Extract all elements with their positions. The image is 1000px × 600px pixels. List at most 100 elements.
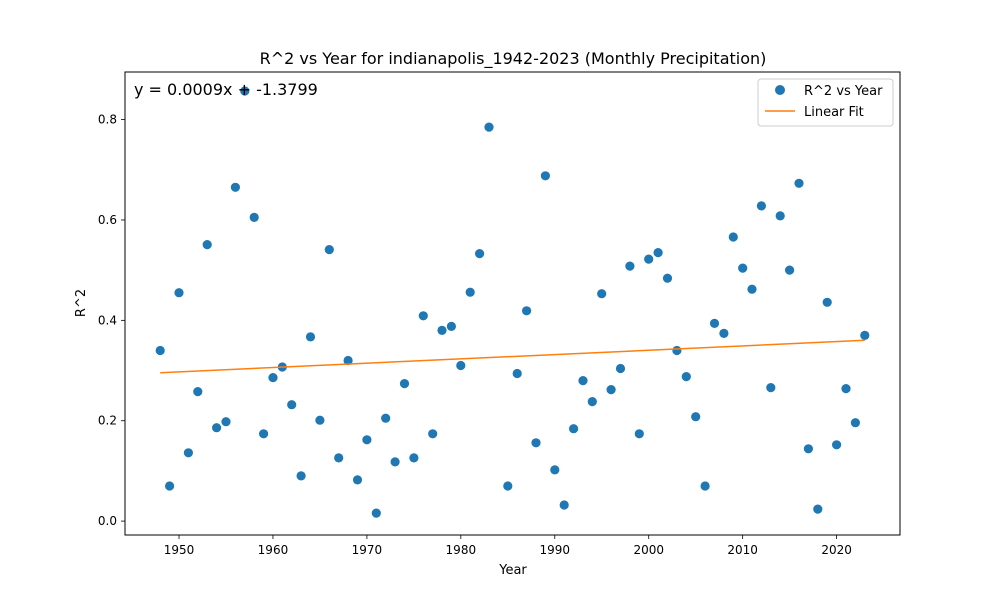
scatter-point: [606, 385, 616, 395]
scatter-point: [662, 273, 673, 283]
x-tick-label: 1980: [446, 543, 477, 557]
legend-box: [757, 78, 894, 127]
x-tick-label: 1990: [539, 543, 570, 557]
scatter-point: [371, 508, 381, 518]
y-axis-ticks: 0.0 0.2 0.4 0.6 0.8: [98, 113, 125, 528]
scatter-point: [672, 345, 682, 356]
scatter-point: [550, 465, 560, 475]
y-tick-label: 0.8: [98, 113, 117, 127]
y-tick-label: 0.2: [98, 414, 117, 428]
scatter-point: [409, 453, 419, 463]
scatter-point: [728, 232, 738, 242]
legend: R^2 vs Year Linear Fit: [757, 78, 894, 127]
scatter-point: [456, 360, 466, 371]
scatter-point: [193, 387, 203, 397]
scatter-point: [268, 373, 278, 383]
scatter-point: [531, 438, 541, 448]
scatter-point: [165, 481, 175, 491]
fit-line-layer: [160, 339, 865, 374]
scatter-point: [512, 368, 522, 379]
scatter-point: [183, 448, 193, 458]
x-tick-label: 1950: [164, 543, 195, 557]
scatter-point: [259, 429, 269, 439]
scatter-point: [709, 318, 720, 328]
legend-label-scatter: R^2 vs Year: [804, 84, 883, 99]
scatter-point: [644, 254, 654, 264]
scatter-point: [475, 249, 485, 259]
scatter-point: [540, 171, 551, 181]
scatter-point: [230, 182, 240, 192]
scatter-point: [794, 178, 804, 188]
scatter-point: [503, 481, 513, 491]
legend-marker-scatter: [775, 85, 785, 95]
scatter-point: [597, 289, 607, 299]
plot-area-frame: [124, 71, 901, 536]
scatter-point: [813, 504, 823, 514]
scatter-point: [832, 440, 842, 450]
scatter-point: [418, 311, 428, 321]
scatter-point: [578, 376, 588, 386]
scatter-point: [615, 363, 626, 374]
scatter-point: [324, 245, 334, 255]
scatter-point: [362, 435, 372, 445]
x-tick-label: 1960: [258, 543, 289, 557]
scatter-point: [681, 372, 691, 382]
scatter-point: [221, 417, 231, 427]
scatter-point: [305, 332, 316, 342]
scatter-point: [174, 288, 184, 298]
scatter-point: [343, 355, 353, 366]
scatter-point: [240, 86, 250, 96]
scatter-point: [428, 429, 438, 439]
scatter-point: [287, 400, 297, 410]
scatter-point: [738, 263, 748, 273]
scatter-point: [390, 457, 400, 467]
x-axis-ticks: 1950 1960 1970 1980 1990 2000 2010 2020: [164, 535, 852, 557]
scatter-point: [296, 471, 306, 481]
scatter-point: [155, 345, 165, 356]
scatter-point: [522, 306, 532, 316]
x-tick-label: 1970: [352, 543, 383, 557]
scatter-point: [766, 383, 776, 393]
scatter-point: [822, 297, 832, 307]
scatter-point: [569, 424, 579, 434]
x-tick-label: 2000: [633, 543, 664, 557]
scatter-point: [465, 287, 475, 297]
scatter-point: [381, 413, 391, 423]
x-tick-label: 2010: [727, 543, 758, 557]
x-tick-label: 2020: [821, 543, 852, 557]
scatter-point: [691, 412, 701, 422]
scatter-point: [756, 201, 767, 211]
y-axis-label: R^2: [74, 289, 89, 317]
scatter-point: [775, 211, 785, 221]
y-tick-label: 0.4: [98, 313, 117, 327]
scatter-point: [841, 384, 851, 394]
scatter-point: [399, 379, 410, 389]
scatter-point: [653, 248, 663, 258]
regression-equation: y = 0.0009x + -1.3799: [134, 80, 318, 99]
scatter-point: [352, 475, 363, 485]
legend-label-line: Linear Fit: [804, 105, 864, 120]
scatter-point: [559, 500, 569, 510]
scatter-point: [803, 444, 814, 454]
x-axis-label: Year: [498, 563, 527, 578]
scatter-point: [315, 415, 325, 425]
scatter-point: [850, 418, 861, 428]
scatter-point: [249, 212, 259, 222]
scatter-point: [625, 261, 635, 271]
y-tick-label: 0.6: [98, 213, 117, 227]
y-tick-label: 0.0: [98, 514, 117, 528]
scatter-point: [587, 397, 597, 407]
scatter-point: [484, 122, 494, 132]
scatter-point: [446, 321, 456, 331]
scatter-point: [719, 328, 729, 338]
scatter-points: [155, 86, 870, 518]
scatter-point: [747, 284, 757, 294]
scatter-point: [700, 481, 710, 491]
scatter-point: [212, 423, 222, 433]
scatter-point: [334, 453, 344, 463]
scatter-point: [202, 240, 212, 250]
scatter-point: [634, 429, 644, 439]
scatter-point: [860, 330, 870, 340]
fit-line: [160, 339, 865, 374]
scatter-point: [437, 325, 447, 335]
